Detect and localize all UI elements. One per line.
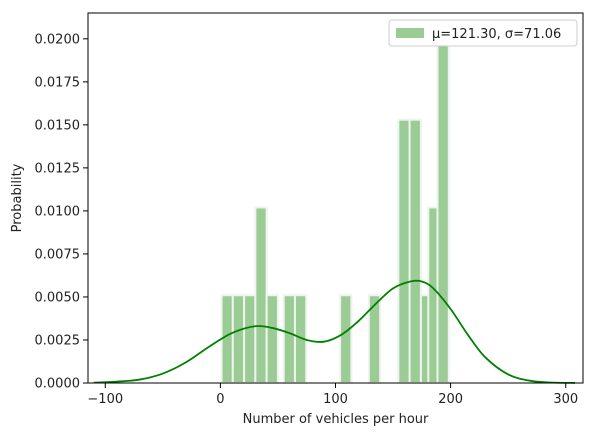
bars-layer	[220, 30, 450, 385]
y-tick-label: 0.0100	[35, 204, 81, 219]
x-tick-label: 0	[216, 392, 224, 407]
histogram-bar	[231, 294, 246, 384]
x-tick-label: 200	[438, 392, 463, 407]
x-axis-ticks: −100 0 100 200 300	[87, 383, 578, 407]
histogram-bar	[408, 118, 422, 385]
histogram-bar	[265, 294, 279, 384]
y-tick-label: 0.0175	[35, 75, 81, 90]
x-axis-label: Number of vehicles per hour	[243, 412, 429, 427]
x-tick-label: 100	[323, 392, 348, 407]
histogram-bar	[282, 294, 296, 384]
histogram-bar	[397, 118, 411, 385]
y-tick-label: 0.0075	[35, 247, 81, 262]
x-tick-label: 300	[553, 392, 578, 407]
y-tick-label: 0.0125	[35, 161, 81, 176]
y-tick-label: 0.0200	[35, 32, 81, 47]
y-axis-label: Probability	[10, 163, 25, 232]
axes-frame	[87, 12, 584, 384]
legend-box	[388, 19, 578, 47]
y-tick-label: 0.0000	[35, 377, 81, 392]
histogram-bar	[254, 206, 268, 384]
legend-label: μ=121.30, σ=71.06	[432, 27, 561, 42]
x-tick-label: −100	[87, 392, 123, 407]
histogram-bar	[436, 30, 450, 384]
legend-swatch	[396, 28, 424, 38]
legend: μ=121.30, σ=71.06	[388, 19, 578, 47]
y-tick-label: 0.0025	[35, 333, 81, 348]
y-tick-label: 0.0150	[35, 118, 81, 133]
histogram-bar	[339, 294, 353, 384]
y-tick-label: 0.0050	[35, 290, 81, 305]
kde-density-line	[93, 279, 575, 384]
histogram-bar	[243, 294, 257, 384]
y-axis-ticks: 0.0000 0.0025 0.0050 0.0075 0.0100 0.0125 0.01…	[35, 32, 88, 392]
histogram-bar	[220, 294, 234, 384]
